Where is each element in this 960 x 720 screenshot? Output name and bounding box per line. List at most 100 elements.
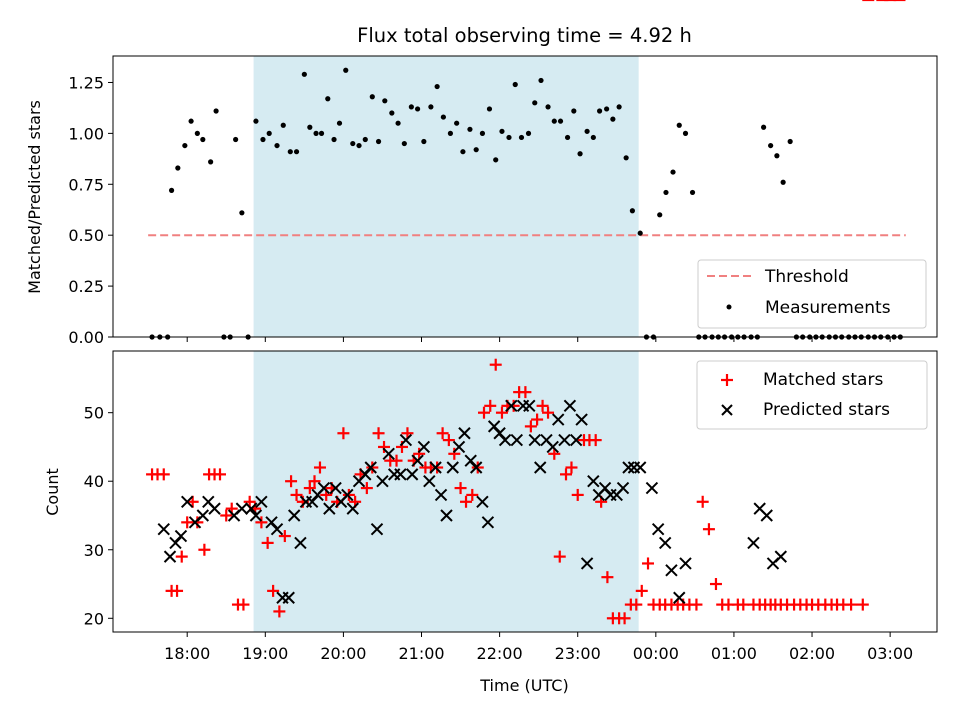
top-plot-frame <box>112 55 938 338</box>
measurement-point <box>293 149 300 155</box>
predicted-star-point <box>774 550 787 563</box>
predicted-star-point <box>163 550 177 563</box>
measurement-point <box>208 159 214 165</box>
predicted-star-point <box>658 536 672 550</box>
measurement-point <box>616 104 622 110</box>
predicted-star-point <box>235 502 249 515</box>
measurement-point <box>375 138 382 145</box>
predicted-star-point <box>370 522 384 536</box>
predicted-star-point <box>423 475 436 488</box>
bottom-x-tick-label: 18:00 <box>164 644 210 663</box>
matched-star-point <box>495 406 508 419</box>
measurement-point <box>493 157 499 163</box>
measurement-point <box>260 136 266 143</box>
matched-star-point <box>390 454 403 467</box>
matched-star-point <box>845 598 858 611</box>
measurement-point <box>239 210 245 216</box>
matched-star-point <box>366 461 379 474</box>
bottom-x-tick-label: 20:00 <box>320 644 366 663</box>
measurement-point <box>538 77 544 84</box>
measurement-point <box>382 98 388 104</box>
matched-star-point <box>536 399 549 412</box>
measurement-point <box>389 110 395 116</box>
predicted-star-point <box>382 447 395 461</box>
matched-star-point <box>696 495 709 508</box>
matched-star-point <box>261 536 274 549</box>
predicted-star-point <box>534 461 547 474</box>
top-y-tick-label: 0.00 <box>68 328 104 347</box>
predicted-star-point <box>481 516 495 529</box>
measurement-point <box>253 118 259 124</box>
bottom-x-tick-label: 19:00 <box>242 644 288 663</box>
matched-star-point <box>220 509 233 522</box>
bottom-y-tick-label: 30 <box>84 541 104 560</box>
matched-star-point <box>507 399 520 412</box>
predicted-star-point <box>364 461 377 474</box>
matched-star-point <box>642 557 655 570</box>
measurement-point <box>362 136 368 143</box>
predicted-star-point <box>587 475 600 488</box>
matched-star-point <box>630 598 643 611</box>
predicted-star-point <box>405 468 419 481</box>
predicted-star-point <box>157 522 170 536</box>
measurement-point <box>460 149 466 155</box>
matched-star-point <box>702 523 715 536</box>
top-panel: Flux total observing time = 4.92 h 0.000… <box>25 24 938 347</box>
measurement-point <box>780 179 786 185</box>
bottom-y-tick-label: 20 <box>84 609 104 628</box>
matched-star-point <box>278 530 291 543</box>
measurement-point <box>584 128 590 134</box>
measurement-point <box>473 147 479 153</box>
measurement-point <box>518 134 525 141</box>
measurement-point <box>194 130 200 136</box>
measurement-point <box>421 138 427 145</box>
predicted-star-point <box>498 433 512 447</box>
matched-star-point <box>267 584 280 597</box>
predicted-star-point <box>551 413 565 426</box>
measurement-point <box>395 120 401 126</box>
measurement-point <box>233 136 239 143</box>
matched-star-point <box>524 420 537 433</box>
measurement-point <box>670 169 676 175</box>
measurement-point <box>479 130 486 136</box>
measurement-point <box>182 142 188 149</box>
measurement-points <box>149 67 903 340</box>
predicted-star-point <box>434 488 448 502</box>
predicted-star-point <box>458 427 471 440</box>
measurement-point <box>532 100 538 106</box>
predicted-star-point <box>616 481 630 495</box>
measurement-point <box>343 67 349 73</box>
matched-star-point <box>635 584 648 597</box>
bottom-y-tick-label: 50 <box>84 404 104 423</box>
matched-star-point <box>589 434 602 447</box>
predicted-star-point <box>760 509 773 522</box>
measurement-point <box>168 187 175 193</box>
predicted-star-point <box>528 433 541 447</box>
top-y-tick-label: 1.25 <box>68 73 104 92</box>
measurement-point <box>663 189 669 196</box>
matched-star-point <box>360 482 373 495</box>
top-y-tick-label: 0.50 <box>68 226 104 245</box>
measurement-point <box>428 104 434 110</box>
measurement-point <box>499 128 505 134</box>
matched-star-point <box>484 399 497 412</box>
matched-star-point <box>565 461 578 474</box>
bottom-x-axis-label: Time (UTC) <box>479 676 568 695</box>
matched-star-point <box>737 598 750 611</box>
measurement-point <box>689 189 696 196</box>
predicted-star-point <box>174 529 188 543</box>
predicted-star-point <box>505 399 518 413</box>
matched-star-point <box>519 386 532 399</box>
matched-star-point <box>442 434 455 447</box>
matched-star-point <box>181 516 194 529</box>
bottom-panel: 20 30 40 50 18:00 19:00 20:00 21:00 22:00 23:00 0… <box>43 0 938 695</box>
predicted-star-point <box>399 433 413 447</box>
matched-star-point <box>431 461 444 474</box>
measurement-point <box>512 81 518 88</box>
measurement-point <box>525 130 532 136</box>
measurement-point <box>356 142 362 149</box>
measurement-point <box>266 130 272 136</box>
predicted-star-point <box>255 495 268 508</box>
measurement-point <box>590 134 596 141</box>
